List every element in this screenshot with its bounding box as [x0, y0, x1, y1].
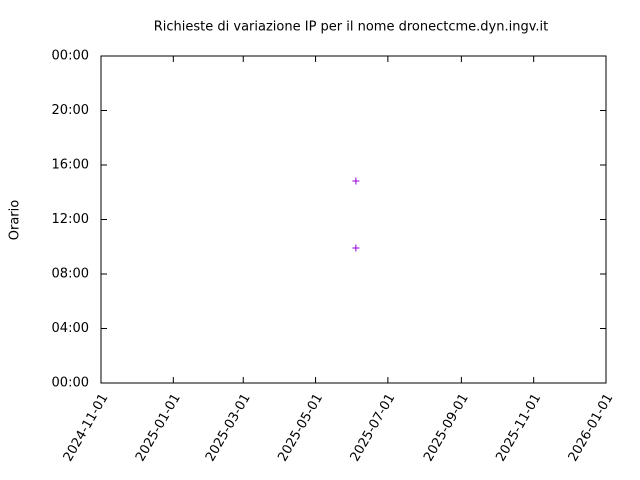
y-tick-label: 08:00 [52, 267, 89, 282]
y-tick-label: 00:00 [52, 376, 89, 391]
plot-frame [100, 55, 607, 384]
x-tick-label: 2026-01-01 [566, 391, 617, 464]
y-tick-label: 20:00 [52, 103, 89, 118]
point [352, 244, 360, 252]
x-tick-label: 2024-11-01 [61, 391, 112, 464]
x-tick-label: 2025-03-01 [203, 391, 254, 464]
x-tick-label: 2025-11-01 [493, 391, 544, 464]
y-tick-label: 04:00 [52, 321, 89, 336]
y-tick-label: 00:00 [52, 49, 89, 64]
y-tick-label: 12:00 [52, 212, 89, 227]
y-tick-label: 16:00 [52, 158, 89, 173]
x-tick-label: 2025-05-01 [275, 391, 326, 464]
point [352, 177, 360, 185]
chart-title: Richieste di variazione IP per il nome d… [154, 20, 549, 35]
y-axis-label: Orario [8, 200, 23, 241]
x-tick-label: 2025-09-01 [421, 391, 472, 464]
x-tick-label: 2025-01-01 [133, 391, 184, 464]
x-tick-label: 2025-07-01 [348, 391, 399, 464]
